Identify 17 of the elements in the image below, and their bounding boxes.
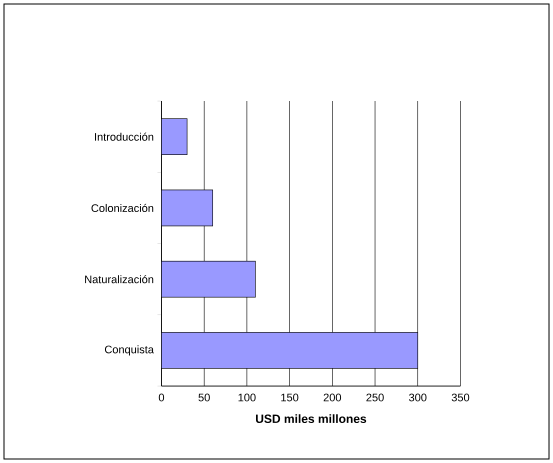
y-tick-label: Introducción: [95, 132, 154, 141]
x-tick-label: 150: [281, 394, 298, 402]
y-tick-label: Conquista: [104, 345, 154, 356]
x-tick-label: 350: [452, 394, 470, 402]
x-tick-label: 50: [198, 394, 210, 402]
x-tick-label: 300: [408, 394, 426, 402]
bar: [161, 190, 214, 226]
x-tick-label: 250: [366, 394, 384, 402]
y-tick-label: Colonización: [92, 204, 154, 212]
bar: [161, 118, 188, 155]
x-tick-label: 200: [324, 394, 342, 402]
x-axis-title: USD miles millones: [256, 414, 366, 424]
x-tick-label: 100: [238, 394, 256, 402]
bar: [161, 260, 256, 298]
bar: [161, 332, 418, 369]
x-tick-label: 0: [158, 394, 164, 402]
y-tick-label: Naturalización: [85, 275, 154, 284]
